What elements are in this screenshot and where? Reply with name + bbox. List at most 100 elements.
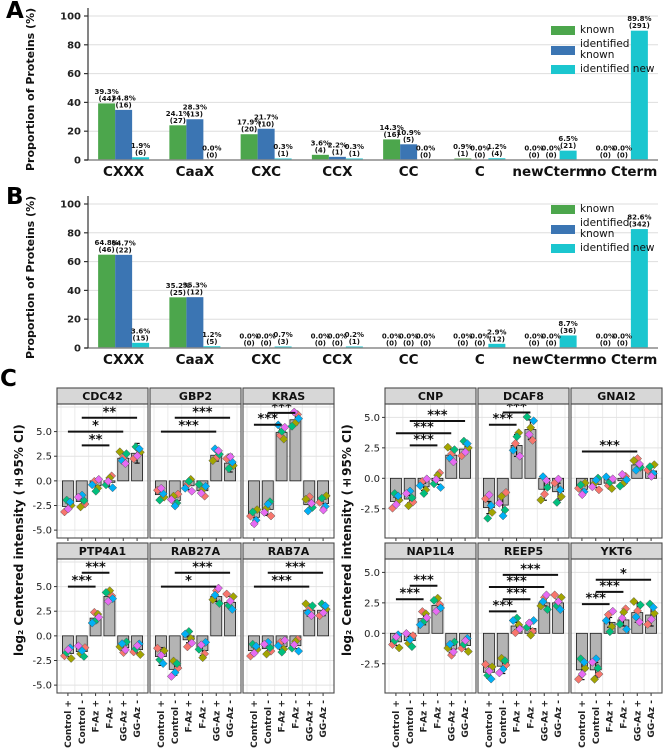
svg-text:2.5: 2.5 <box>36 607 52 618</box>
svg-text:5.0: 5.0 <box>36 427 52 438</box>
svg-text:24.1%: 24.1% <box>166 110 190 118</box>
svg-text:C: C <box>475 164 485 180</box>
svg-text:-2.5: -2.5 <box>360 659 380 670</box>
svg-text:CXXX: CXXX <box>103 352 145 368</box>
svg-text:*: * <box>92 419 99 434</box>
svg-text:0.0%: 0.0% <box>453 333 472 341</box>
svg-text:REEP5: REEP5 <box>504 545 543 558</box>
svg-text:(0): (0) <box>474 340 485 348</box>
significance-GBP2: ****** <box>160 405 231 434</box>
svg-text:0.0: 0.0 <box>36 476 52 487</box>
svg-text:2.2%: 2.2% <box>328 141 347 149</box>
identified-known-swatch <box>551 45 575 55</box>
svg-text:(0): (0) <box>474 152 485 160</box>
svg-text:***: *** <box>192 560 213 575</box>
svg-text:***: *** <box>413 433 434 448</box>
points-KRAS <box>246 407 331 529</box>
x-tick-label: F-Az + <box>420 700 430 732</box>
svg-text:(16): (16) <box>116 101 132 109</box>
x-tick-label: Control - <box>78 700 88 744</box>
x-tick-label: GG-Az - <box>554 700 564 738</box>
svg-text:0.0%: 0.0% <box>311 333 330 341</box>
svg-text:0.3%: 0.3% <box>345 143 364 151</box>
svg-text:(44): (44) <box>99 95 115 103</box>
panel-b-chart-bars <box>98 229 648 348</box>
svg-text:(0): (0) <box>332 340 343 348</box>
points-CDC42 <box>60 442 145 517</box>
points-RAB27A <box>153 583 238 681</box>
panel-b-legend: known identified known identified new <box>551 204 665 254</box>
svg-text:2.5: 2.5 <box>364 443 380 454</box>
x-tick-label: GG-Az - <box>133 700 143 738</box>
svg-text:0.0%: 0.0% <box>541 145 560 153</box>
panel-b-chart-value-labels: 64.8%(46)35.2%(25)0.0%(0)0.0%(0)0.0%(0)0… <box>94 214 651 348</box>
svg-text:***: *** <box>413 573 434 588</box>
svg-text:C: C <box>475 352 485 368</box>
svg-text:-2.5: -2.5 <box>32 656 52 667</box>
svg-text:(0): (0) <box>528 340 539 348</box>
x-tick-label: F-Az + <box>606 700 616 732</box>
x-tick-label: GG-Az - <box>319 700 329 738</box>
svg-text:(16): (16) <box>384 131 400 139</box>
svg-text:5.0: 5.0 <box>364 568 380 579</box>
svg-text:-5.0: -5.0 <box>32 681 52 692</box>
svg-text:(6): (6) <box>135 149 146 157</box>
panel-a-chart-bars <box>98 30 648 160</box>
subplot-PTP4A1: Control + Control - F-Az + F-Az - GG-Az + GG-… <box>32 542 149 748</box>
significance-NAP1L4: ****** <box>395 573 438 602</box>
svg-text:-2.5: -2.5 <box>32 501 52 512</box>
svg-text:-2.5: -2.5 <box>360 504 380 515</box>
svg-text:**: ** <box>103 405 117 420</box>
svg-text:***: *** <box>427 409 448 424</box>
svg-text:**: ** <box>89 433 103 448</box>
points-DCAF8 <box>481 412 566 523</box>
x-tick-label: GG-Az + <box>633 700 643 741</box>
significance-GNAI2: *** <box>581 439 638 454</box>
significance-CDC42: ***** <box>67 405 138 448</box>
svg-text:1.2%: 1.2% <box>202 331 221 339</box>
svg-text:(0): (0) <box>528 152 539 160</box>
panel-a-chart: 39.3%(44)24.1%(27) 17.9%(20)3.6%(4)14.3%(… <box>60 8 658 180</box>
svg-text:28.3%: 28.3% <box>183 104 207 112</box>
identified-new-swatch <box>551 244 575 253</box>
svg-text:2.5: 2.5 <box>364 598 380 609</box>
svg-text:no Cterm: no Cterm <box>587 352 657 368</box>
x-tick-label: Control - <box>171 700 181 744</box>
svg-text:(36): (36) <box>560 327 576 335</box>
svg-text:0.0%: 0.0% <box>416 145 435 153</box>
significance-CNP: ********* <box>395 409 466 448</box>
svg-text:35.2%: 35.2% <box>166 282 190 290</box>
svg-text:0.0%: 0.0% <box>596 333 615 341</box>
svg-text:0.0: 0.0 <box>364 629 380 640</box>
subplot-KRAS: ******KRAS <box>242 387 335 541</box>
svg-text:(25): (25) <box>170 289 186 297</box>
svg-text:(0): (0) <box>260 340 271 348</box>
x-tick-label: Control + <box>392 700 402 748</box>
x-tick-label: Control - <box>499 700 509 744</box>
points-GNAI2 <box>574 454 659 500</box>
svg-text:0.0%: 0.0% <box>596 145 615 153</box>
x-tick-label: Control - <box>264 700 274 744</box>
x-tick-label: GG-Az + <box>305 700 315 741</box>
legend-label: known <box>580 203 615 215</box>
svg-text:17.9%: 17.9% <box>237 119 261 127</box>
svg-text:(342): (342) <box>629 221 650 229</box>
svg-text:(12): (12) <box>187 289 203 297</box>
svg-text:80: 80 <box>67 228 81 239</box>
svg-text:***: *** <box>599 579 620 594</box>
svg-text:no Cterm: no Cterm <box>587 164 657 180</box>
svg-text:(0): (0) <box>600 340 611 348</box>
svg-text:***: *** <box>413 421 434 436</box>
subplot-DCAF8: ******DCAF8 <box>477 387 570 541</box>
svg-text:***: *** <box>258 412 279 427</box>
x-tick-label: F-Az - <box>105 700 115 729</box>
panel-a-legend: known identified known identified new <box>551 25 665 75</box>
legend-item-identified-new: identified new <box>551 243 665 254</box>
subplot-GBP2: ****** GBP2 <box>149 387 242 541</box>
panel-a-y-axis-label: Proportion of Proteins (%) <box>24 7 37 171</box>
x-tick-label: GG-Az - <box>226 700 236 738</box>
svg-text:(1): (1) <box>349 338 360 346</box>
svg-text:GNAI2: GNAI2 <box>597 390 636 403</box>
svg-text:40: 40 <box>67 98 81 109</box>
